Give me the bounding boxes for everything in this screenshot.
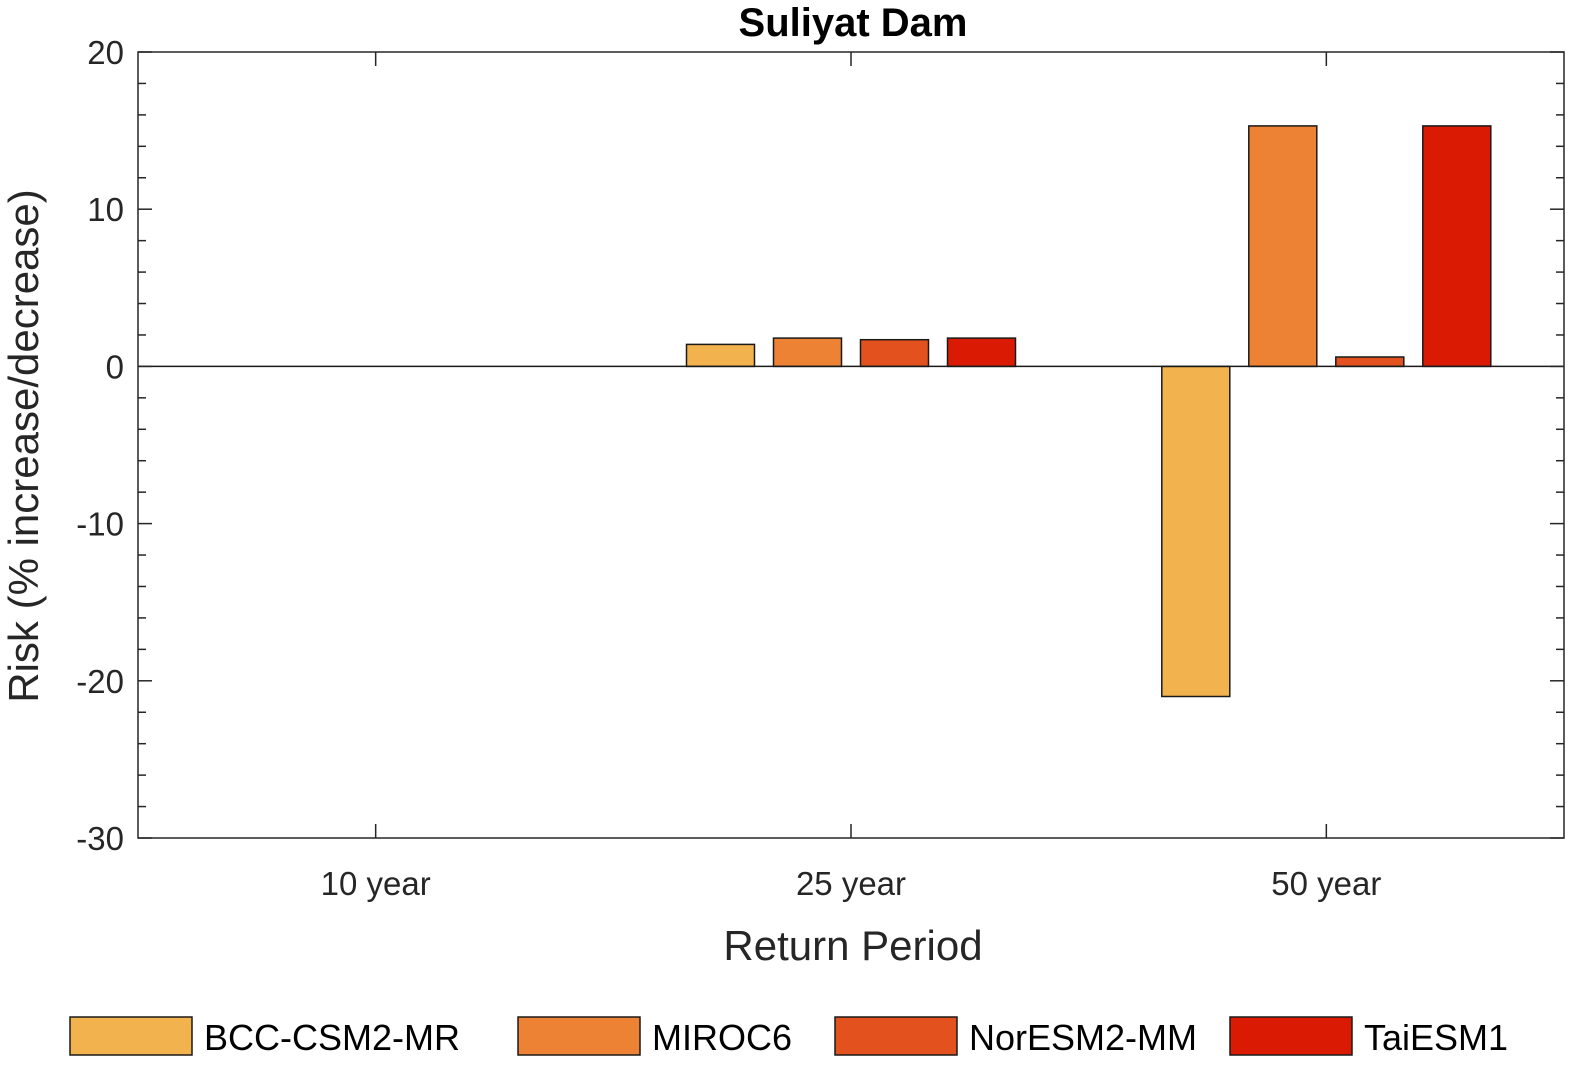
bar	[1248, 125, 1318, 368]
chart-title: Suliyat Dam	[739, 1, 968, 45]
legend-label: BCC-CSM2-MR	[204, 1017, 460, 1058]
bar	[1422, 125, 1492, 368]
bars-group	[685, 125, 1492, 698]
y-tick-label: -20	[76, 663, 124, 700]
y-tick-label: 10	[87, 191, 124, 228]
x-axis-label: Return Period	[723, 922, 982, 969]
legend: BCC-CSM2-MR MIROC6 NorESM2-MM TaiESM1	[69, 1016, 1508, 1058]
x-tick-label: 10 year	[321, 865, 431, 902]
axes-group: 20 10 0 -10 -20 -30 10 year 25 year 50 year	[76, 34, 1565, 902]
bar	[946, 337, 1017, 368]
y-tick-label: 20	[87, 34, 124, 71]
x-tick-label: 25 year	[796, 865, 906, 902]
legend-label: TaiESM1	[1364, 1017, 1508, 1058]
y-axis-label: Risk (% increase/decrease)	[0, 189, 47, 703]
bar	[1161, 365, 1231, 698]
legend-label: NorESM2-MM	[969, 1017, 1197, 1058]
x-tick-label: 50 year	[1271, 865, 1381, 902]
legend-swatch	[1229, 1016, 1353, 1056]
bar	[685, 343, 756, 368]
bar	[772, 337, 843, 368]
y-tick-label: -10	[76, 506, 124, 543]
bar	[859, 338, 930, 368]
bar	[1335, 356, 1405, 368]
y-tick-label: -30	[76, 820, 124, 857]
legend-label: MIROC6	[652, 1017, 792, 1058]
legend-swatch	[517, 1016, 641, 1056]
legend-swatch	[834, 1016, 958, 1056]
y-tick-label: 0	[106, 348, 124, 385]
legend-swatch	[69, 1016, 193, 1056]
plot-frame	[137, 51, 1565, 839]
